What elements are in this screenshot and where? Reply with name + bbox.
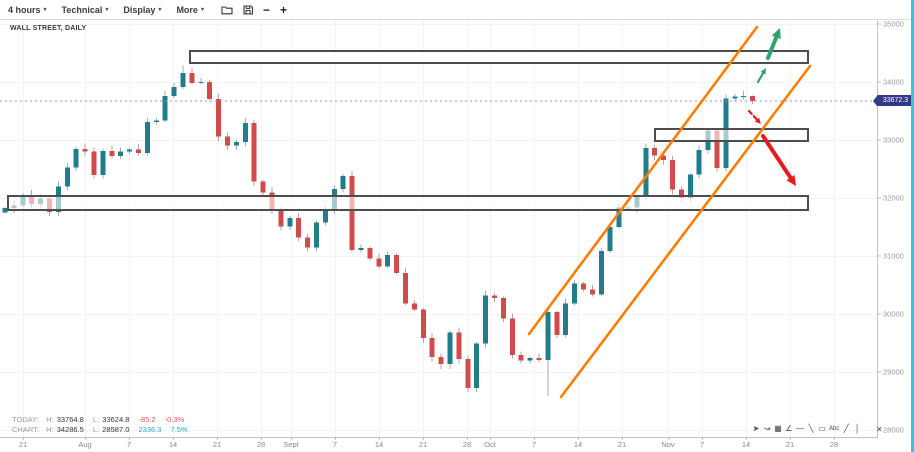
today-high-label: H: [46,415,54,424]
price-axis-label: 32000 [878,194,904,203]
trend-channel-lines[interactable] [527,25,812,399]
candlestick-plot[interactable] [0,20,878,438]
time-axis-label: 21 [418,437,428,449]
drawing-toolbar: ➤ ↝ ▦ ∠ — ╲ ▭ Abc ╱ │ [752,424,861,434]
time-axis-label: 14 [168,437,178,449]
time-axis-label: 14 [573,437,583,449]
chart-low-label: L: [92,425,100,434]
last-price-value: 33672.3 [882,97,909,104]
price-axis[interactable]: 35000 34000 33000 32000 31000 30000 29000 28000 [878,20,914,438]
chart-high-value: 34286.5 [56,425,84,434]
time-axis-label: 28 [462,437,472,449]
menu-more[interactable]: More ▾ [176,5,204,15]
diagonal-line-tool-icon[interactable]: ╱ [843,424,849,433]
time-axis-label: 7 [332,437,338,449]
today-low-label: L: [92,415,100,424]
annotation-arrows[interactable] [747,28,796,186]
caret-down-icon: ▾ [158,6,162,13]
menu-technical-label: Technical [61,4,103,15]
time-axis-label: Oct [484,437,496,449]
today-high-value: 33764.8 [56,415,84,424]
chart-change-value: 2336.3 [138,425,162,434]
caret-down-icon: ▾ [200,6,204,13]
time-axis-label: Aug [78,437,92,449]
time-axis-label: 28 [829,437,839,449]
zone-rectangles[interactable] [7,50,809,211]
menu-display-label: Display [123,4,156,15]
today-low-value: 33624.8 [102,415,130,424]
fibonacci-fan-tool-icon[interactable]: ∠ [785,424,793,433]
time-axis[interactable]: 21 Aug 7 14 21 28 Sept 7 14 21 28 Oct 7 14 21 Nov 7 14 21 2… [0,437,878,452]
open-chart-button[interactable] [221,5,233,15]
horizontal-line-tool-icon[interactable]: — [796,424,804,433]
zoom-out-button[interactable]: − [263,4,270,16]
timeframe-label: 4 hours [8,4,41,15]
panel-accent-border [911,0,914,452]
bearish-arrow [761,134,795,183]
candles [2,65,756,396]
time-axis-label: 21 [212,437,222,449]
freehand-tool-icon[interactable]: ↝ [763,424,771,433]
price-axis-label: 33000 [878,136,904,145]
price-axis-label: 29000 [878,368,904,377]
chart-low-value: 28587.0 [102,425,130,434]
today-change-value: -85.2 [138,415,156,424]
time-axis-label: 14 [374,437,384,449]
time-axis-label: Nov [661,437,675,449]
bearish-arrow [747,109,760,123]
bullish-arrow [766,32,780,60]
trendline-tool-icon[interactable]: ╲ [808,424,814,433]
today-info-row: TODAY: H: 33764.8 L: 33624.8 -85.2 -0.3% [12,415,195,425]
chart-toolbar: 4 hours ▾ Technical ▾ Display ▾ More ▾ [0,0,914,20]
chart-high-label: H: [46,425,54,434]
time-axis-label: 21 [785,437,795,449]
menu-display[interactable]: Display ▾ [123,5,161,15]
menu-technical[interactable]: Technical ▾ [62,5,109,15]
price-axis-label: 34000 [878,78,904,87]
time-axis-line [0,437,878,438]
pointer-tool-icon[interactable]: ➤ [752,424,760,433]
today-change-pct: -0.3% [164,415,185,424]
chart-change-pct: 7.5% [170,425,188,434]
time-axis-label: 21 [18,437,28,449]
time-axis-label: 7 [699,437,705,449]
session-info-box: TODAY: H: 33764.8 L: 33624.8 -85.2 -0.3%… [12,415,195,435]
text-tool-icon[interactable]: Abc [829,426,840,432]
caret-down-icon: ▾ [105,6,109,13]
grid-tool-icon[interactable]: ▦ [774,424,782,433]
time-axis-label: 7 [531,437,537,449]
chart-info-row: CHART: H: 34286.5 L: 28587.0 2336.3 7.5% [12,425,195,435]
timeframe-dropdown[interactable]: 4 hours ▾ [8,5,47,15]
time-axis-label: 21 [617,437,627,449]
open-folder-icon [221,5,233,14]
caret-down-icon: ▾ [43,6,47,13]
today-label: TODAY: [12,415,39,424]
time-axis-label: 14 [741,437,751,449]
time-axis-label: 7 [126,437,132,449]
save-icon [243,4,253,15]
bullish-arrow [756,70,766,84]
chart-label: CHART: [12,425,39,434]
chart-title: WALL STREET, DAILY [10,25,87,32]
price-axis-label: 35000 [878,20,904,29]
time-axis-label: Sept [283,437,299,449]
price-axis-label: 31000 [878,252,904,261]
price-axis-line [877,20,878,438]
save-chart-button[interactable] [243,4,253,15]
minus-icon: − [262,2,270,17]
last-price-badge: 33672.3 [877,95,914,106]
gridlines [0,20,877,437]
vertical-line-tool-icon[interactable]: │ [854,424,860,433]
chart-close-icon[interactable]: ✕ [876,425,883,434]
price-axis-label: 28000 [878,426,904,435]
price-axis-label: 30000 [878,310,904,319]
menu-more-label: More [176,4,198,15]
zoom-in-button[interactable]: + [280,4,287,16]
time-axis-label: 28 [256,437,266,449]
rectangle-tool-icon[interactable]: ▭ [818,424,826,433]
plus-icon: + [279,2,287,17]
